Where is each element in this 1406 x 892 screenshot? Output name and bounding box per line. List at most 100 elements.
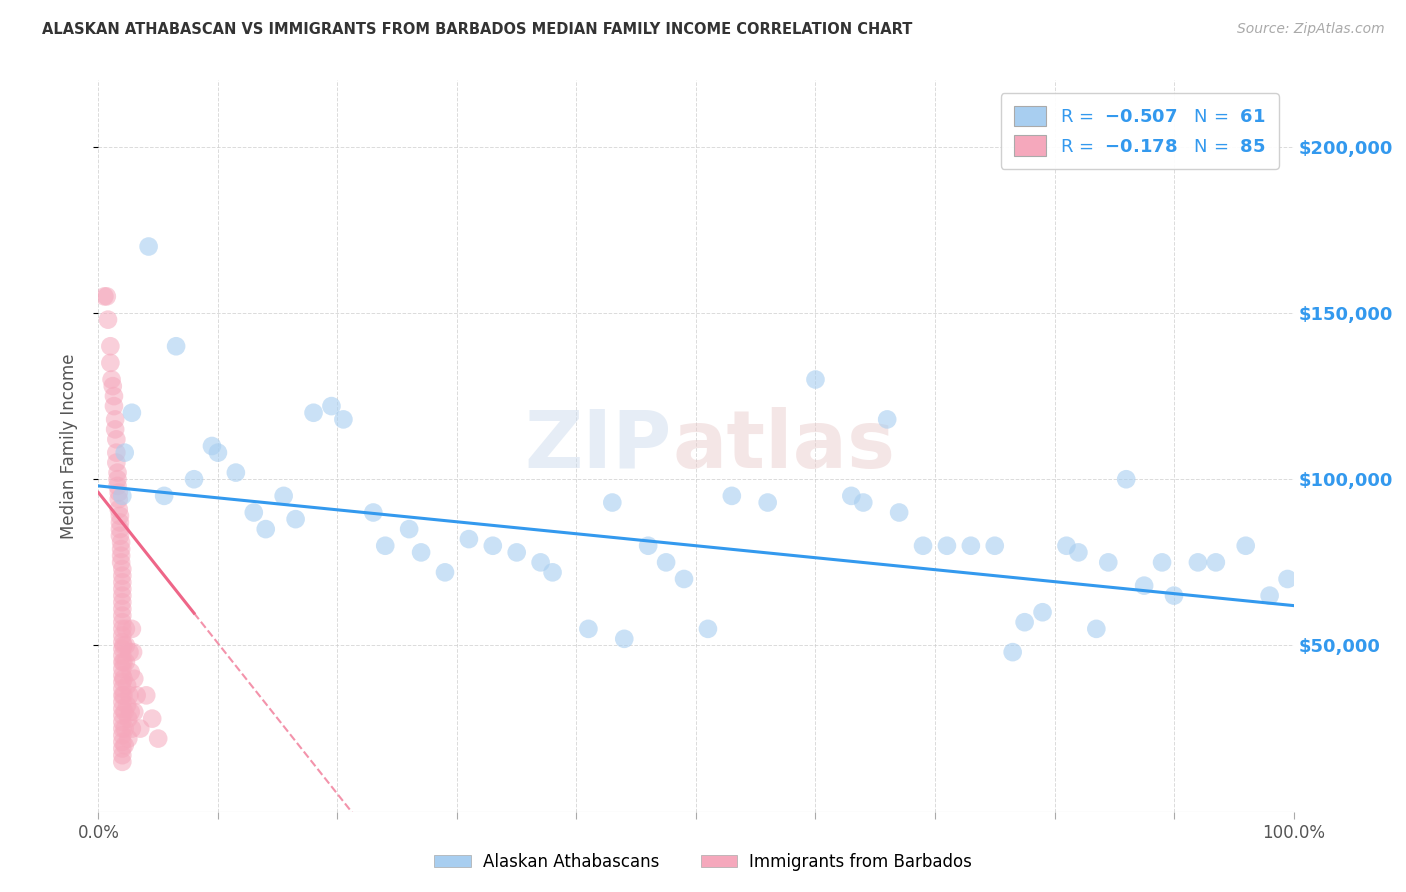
Point: [506, 545, 529, 559]
Point: [96, 289, 118, 303]
Point: [107, 479, 129, 493]
Point: [114, 722, 136, 736]
Point: [114, 738, 136, 752]
Point: [721, 489, 744, 503]
Point: [105, 445, 128, 459]
Point: [111, 695, 134, 709]
Point: [111, 608, 134, 623]
Point: [254, 522, 277, 536]
Point: [111, 589, 134, 603]
Point: [1163, 589, 1185, 603]
Point: [111, 582, 134, 596]
Point: [107, 472, 129, 486]
Point: [153, 489, 176, 503]
Point: [110, 555, 132, 569]
Point: [141, 712, 163, 726]
Point: [111, 741, 134, 756]
Legend: Alaskan Athabascans, Immigrants from Barbados: Alaskan Athabascans, Immigrants from Bar…: [426, 845, 980, 880]
Point: [912, 539, 935, 553]
Point: [111, 602, 134, 616]
Point: [207, 445, 229, 459]
Point: [114, 445, 136, 459]
Point: [111, 755, 134, 769]
Point: [321, 399, 343, 413]
Point: [107, 485, 129, 500]
Point: [374, 539, 396, 553]
Point: [111, 708, 134, 723]
Point: [115, 698, 138, 713]
Point: [1152, 555, 1174, 569]
Point: [1258, 589, 1281, 603]
Point: [458, 532, 481, 546]
Point: [112, 672, 135, 686]
Point: [108, 529, 131, 543]
Point: [138, 239, 160, 253]
Point: [111, 748, 134, 763]
Point: [105, 456, 128, 470]
Point: [118, 689, 141, 703]
Point: [111, 489, 134, 503]
Point: [398, 522, 420, 536]
Point: [1205, 555, 1227, 569]
Point: [602, 495, 624, 509]
Point: [1187, 555, 1209, 569]
Point: [804, 372, 827, 386]
Point: [852, 495, 875, 509]
Point: [434, 566, 457, 580]
Point: [201, 439, 224, 453]
Point: [111, 562, 134, 576]
Point: [125, 689, 148, 703]
Point: [117, 731, 139, 746]
Point: [111, 714, 134, 729]
Point: [100, 372, 122, 386]
Point: [121, 622, 143, 636]
Point: [960, 539, 983, 553]
Point: [120, 665, 142, 679]
Point: [108, 516, 131, 530]
Point: [107, 502, 129, 516]
Point: [103, 399, 125, 413]
Point: [121, 406, 143, 420]
Point: [655, 555, 678, 569]
Point: [112, 639, 135, 653]
Point: [1234, 539, 1257, 553]
Y-axis label: Median Family Income: Median Family Income: [59, 353, 77, 539]
Point: [165, 339, 187, 353]
Point: [936, 539, 959, 553]
Point: [108, 508, 131, 523]
Point: [107, 492, 129, 507]
Point: [115, 678, 138, 692]
Point: [111, 568, 134, 582]
Text: ZIP: ZIP: [524, 407, 672, 485]
Point: [111, 668, 134, 682]
Legend: R =  $\mathbf{-0.507}$   N =  $\mathbf{61}$, R =  $\mathbf{-0.178}$   N =  $\mat: R = $\mathbf{-0.507}$ N = $\mathbf{61}$,…: [1001, 93, 1278, 169]
Point: [107, 466, 129, 480]
Point: [111, 595, 134, 609]
Point: [104, 412, 127, 426]
Point: [108, 522, 131, 536]
Point: [637, 539, 659, 553]
Point: [111, 728, 134, 742]
Point: [120, 705, 142, 719]
Point: [111, 662, 134, 676]
Point: [984, 539, 1007, 553]
Point: [111, 675, 134, 690]
Point: [110, 542, 132, 557]
Point: [284, 512, 307, 526]
Point: [112, 689, 135, 703]
Point: [1085, 622, 1108, 636]
Point: [332, 412, 354, 426]
Point: [756, 495, 779, 509]
Point: [273, 489, 295, 503]
Text: atlas: atlas: [672, 407, 896, 485]
Point: [613, 632, 636, 646]
Point: [111, 622, 134, 636]
Point: [1097, 555, 1119, 569]
Point: [183, 472, 205, 486]
Point: [697, 622, 720, 636]
Point: [482, 539, 505, 553]
Text: Source: ZipAtlas.com: Source: ZipAtlas.com: [1237, 22, 1385, 37]
Point: [111, 641, 134, 656]
Point: [889, 506, 911, 520]
Point: [1133, 579, 1156, 593]
